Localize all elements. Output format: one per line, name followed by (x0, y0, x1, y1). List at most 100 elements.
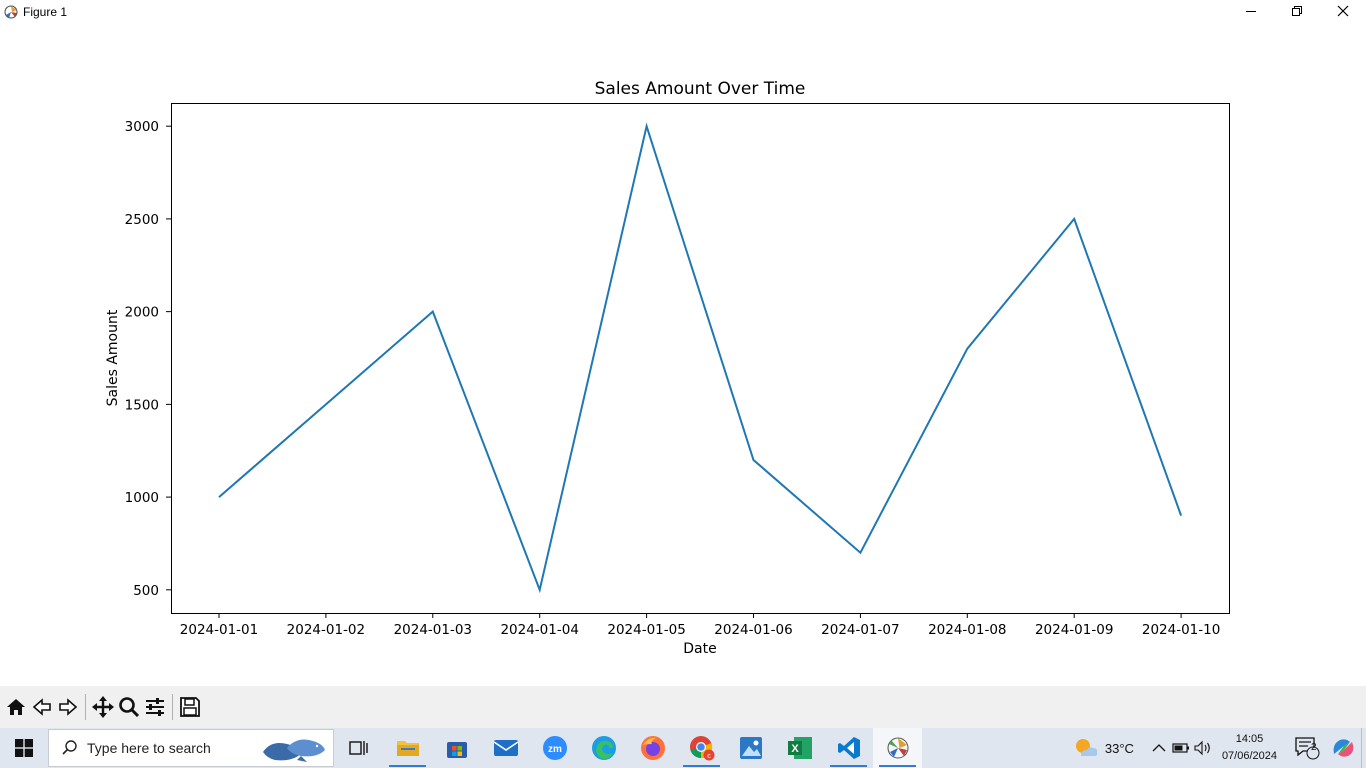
x-tick-label: 2024-01-04 (500, 622, 578, 638)
photos-icon (739, 737, 762, 759)
microsoft-store-button[interactable] (432, 728, 481, 768)
task-view-button[interactable] (334, 728, 383, 768)
start-button[interactable] (0, 728, 48, 768)
window-title: Figure 1 (23, 5, 68, 19)
back-icon (32, 698, 51, 716)
restore-icon (1292, 6, 1302, 16)
edge-button[interactable] (579, 728, 628, 768)
weather-sun-cloud-icon[interactable] (1073, 736, 1099, 760)
taskbar: Type here to search (0, 728, 1366, 768)
navigation-toolbar (0, 686, 1366, 728)
firefox-icon (640, 736, 665, 760)
whales-illustration-icon (263, 739, 325, 762)
pan-button[interactable] (90, 692, 116, 722)
x-tick-label: 2024-01-06 (714, 622, 792, 638)
toolbar-separator (85, 694, 86, 720)
x-tick-label: 2024-01-02 (287, 622, 365, 638)
y-tick-label: 2000 (125, 305, 159, 321)
clock-date: 07/06/2024 (1221, 750, 1277, 762)
minimize-button[interactable] (1228, 0, 1274, 22)
mail-icon (493, 740, 518, 756)
zoom-icon (119, 697, 140, 718)
show-desktop-button[interactable] (1361, 728, 1366, 768)
speaker-icon (1194, 740, 1210, 756)
close-button[interactable] (1320, 0, 1366, 22)
home-icon (7, 699, 25, 715)
back-button[interactable] (29, 692, 55, 722)
store-icon (446, 742, 467, 758)
zoom-button[interactable] (116, 692, 142, 722)
chart-title: Sales Amount Over Time (595, 79, 806, 99)
windows-logo-icon (15, 739, 33, 757)
show-hidden-icons-button[interactable] (1148, 728, 1170, 768)
search-icon (62, 740, 77, 755)
matplotlib-figure-button[interactable] (873, 728, 922, 768)
zoom-app-icon: zm (542, 736, 567, 760)
copilot-icon (1333, 739, 1354, 757)
system-tray: 33°C 14:05 (1073, 728, 1366, 768)
window-controls (1228, 0, 1366, 24)
battery-icon (1172, 743, 1189, 753)
forward-button[interactable] (55, 692, 81, 722)
forward-icon (59, 698, 78, 716)
vscode-button[interactable] (824, 728, 873, 768)
task-view-icon (348, 741, 368, 755)
x-tick-label: 2024-01-03 (394, 622, 472, 638)
svg-text:zm: zm (548, 744, 562, 755)
photos-button[interactable] (726, 728, 775, 768)
restore-button[interactable] (1274, 0, 1320, 22)
y-tick-label: 1000 (125, 490, 159, 506)
x-tick-label: 2024-01-01 (180, 622, 258, 638)
notifications-button[interactable]: 2 (1291, 728, 1325, 768)
chevron-up-icon (1152, 744, 1166, 752)
x-tick-label: 2024-01-09 (1035, 622, 1113, 638)
y-tick-label: 1500 (125, 397, 159, 413)
y-tick-label: 2500 (125, 212, 159, 228)
taskbar-search-box[interactable]: Type here to search (48, 729, 334, 767)
svg-text:c: c (707, 753, 711, 760)
x-tick-label: 2024-01-10 (1142, 622, 1220, 638)
save-icon (180, 697, 200, 717)
svg-text:X: X (791, 743, 799, 755)
axes-frame (171, 103, 1230, 614)
chrome-button[interactable]: c (677, 728, 726, 768)
weather-temperature[interactable]: 33°C (1104, 740, 1134, 756)
zoom-app-button[interactable]: zm (530, 728, 579, 768)
notification-count: 2 (1311, 742, 1317, 753)
home-button[interactable] (3, 692, 29, 722)
pan-icon (92, 696, 114, 718)
y-tick-label: 3000 (125, 119, 159, 135)
clock-time: 14:05 (1235, 733, 1264, 745)
volume-button[interactable] (1192, 728, 1214, 768)
x-tick-label: 2024-01-05 (607, 622, 685, 638)
x-tick-label: 2024-01-07 (821, 622, 899, 638)
title-bar: Figure 1 (0, 0, 1366, 24)
firefox-button[interactable] (628, 728, 677, 768)
clock[interactable]: 14:05 07/06/2024 (1222, 731, 1277, 765)
chrome-icon: c (689, 736, 714, 761)
search-placeholder: Type here to search (87, 740, 211, 756)
series-line-sales-amount (218, 122, 1183, 594)
file-explorer-button[interactable] (383, 728, 432, 768)
configure-subplots-icon (146, 698, 164, 716)
battery-button[interactable] (1170, 728, 1192, 768)
minimize-icon (1246, 11, 1256, 12)
edge-icon (591, 736, 616, 760)
save-button[interactable] (177, 692, 203, 722)
y-axis-label: Sales Amount (105, 309, 121, 406)
x-tick-label: 2024-01-08 (928, 622, 1006, 638)
figure-app-icon (4, 5, 18, 19)
x-axis-label: Date (683, 641, 716, 657)
toolbar-separator (172, 694, 173, 720)
mail-button[interactable] (481, 728, 530, 768)
y-tick-label: 500 (133, 583, 159, 599)
excel-button[interactable]: X (775, 728, 824, 768)
configure-subplots-button[interactable] (142, 692, 168, 722)
copilot-button[interactable] (1325, 728, 1361, 768)
vscode-icon (837, 737, 860, 759)
matplotlib-icon (887, 737, 908, 759)
notification-icon (1295, 737, 1320, 760)
